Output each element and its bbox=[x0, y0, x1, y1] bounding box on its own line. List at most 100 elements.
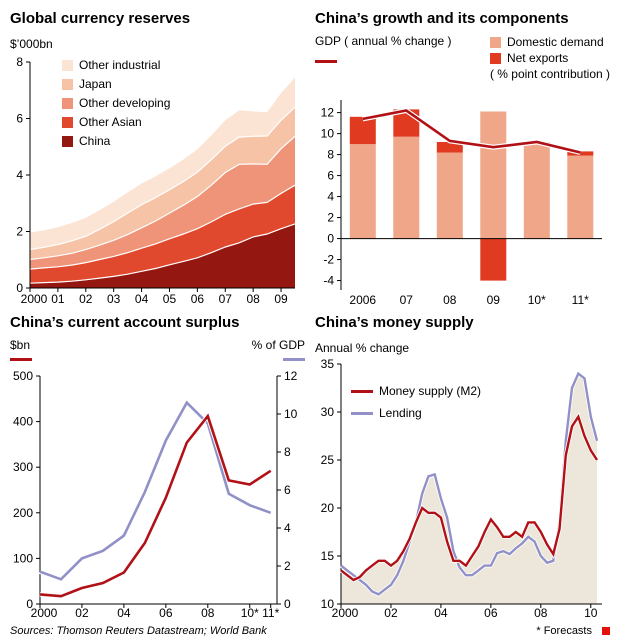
growth-chart-header: GDP ( annual % change ) Domestic demand … bbox=[315, 30, 610, 94]
svg-text:10: 10 bbox=[584, 606, 598, 620]
sources-text: Sources: Thomson Reuters Datastream; Wor… bbox=[10, 625, 267, 637]
pct-gdp-line-swatch bbox=[283, 357, 305, 361]
legend-label: Net exports bbox=[506, 51, 569, 65]
svg-text:0: 0 bbox=[327, 232, 334, 246]
money-supply-legend: Money supply (M2) Lending bbox=[351, 382, 481, 423]
svg-text:02: 02 bbox=[384, 606, 398, 620]
gdp-line-key: GDP ( annual % change ) bbox=[315, 34, 452, 94]
panel-money-supply: China’s money supply Annual % change 10 1… bbox=[315, 312, 610, 620]
left-axis-label: $bn bbox=[10, 338, 31, 352]
svg-text:2: 2 bbox=[284, 559, 291, 573]
svg-text:100: 100 bbox=[13, 551, 33, 565]
reserves-legend: Other industrial Japan Other developing … bbox=[62, 56, 170, 151]
svg-text:10*: 10* bbox=[528, 293, 546, 306]
svg-text:400: 400 bbox=[13, 415, 33, 429]
legend-label: Other industrial bbox=[79, 58, 161, 72]
surplus-line-keys bbox=[10, 352, 305, 366]
panel-current-account-surplus: China’s current account surplus $bn % of… bbox=[10, 312, 305, 620]
chart-unit-reserves: $’000bn bbox=[10, 37, 53, 51]
growth-legend: Domestic demand Net exports ( % point co… bbox=[489, 34, 610, 94]
svg-text:0: 0 bbox=[26, 597, 33, 611]
surplus-line-swatch bbox=[10, 357, 32, 361]
panel-global-currency-reserves: Global currency reserves $’000bn 0 2 4 6 8 20… bbox=[10, 8, 305, 306]
svg-text:06: 06 bbox=[191, 292, 205, 306]
svg-text:06: 06 bbox=[159, 606, 173, 620]
svg-text:07: 07 bbox=[400, 293, 414, 306]
chart-unit-money-supply: Annual % change bbox=[315, 341, 410, 355]
line-chart-money-supply: 10 15 20 25 30 35 2000 02 04 06 08 10 bbox=[321, 358, 602, 620]
legend-label: Lending bbox=[379, 406, 422, 420]
svg-text:2000: 2000 bbox=[332, 606, 359, 620]
legend-swatch-japan bbox=[62, 79, 73, 90]
svg-text:15: 15 bbox=[321, 549, 335, 563]
svg-text:2: 2 bbox=[327, 211, 334, 225]
reserves-chart-area: 0 2 4 6 8 2000 01 02 03 04 05 06 07 08 09 Other indust… bbox=[10, 54, 305, 306]
svg-text:4: 4 bbox=[327, 190, 334, 204]
legend-item-other-developing: Other developing bbox=[62, 94, 170, 113]
legend-swatch-other-asian bbox=[62, 117, 73, 128]
svg-text:02: 02 bbox=[75, 606, 89, 620]
svg-text:4: 4 bbox=[284, 521, 291, 535]
svg-text:200: 200 bbox=[13, 506, 33, 520]
legend-item-other-asian: Other Asian bbox=[62, 113, 170, 132]
chart-title-money-supply: China’s money supply bbox=[315, 314, 474, 331]
svg-text:8: 8 bbox=[16, 55, 23, 69]
svg-text:08: 08 bbox=[443, 293, 457, 306]
svg-text:0: 0 bbox=[16, 281, 23, 295]
svg-text:01: 01 bbox=[51, 292, 65, 306]
legend-swatch-domestic-demand bbox=[489, 36, 501, 48]
svg-text:08: 08 bbox=[246, 292, 260, 306]
svg-text:09: 09 bbox=[487, 293, 501, 306]
forecast-note: * Forecasts bbox=[536, 625, 610, 637]
svg-text:-2: -2 bbox=[323, 253, 334, 267]
svg-text:10: 10 bbox=[321, 597, 335, 611]
legend-item-net-exports: Net exports bbox=[489, 50, 569, 66]
legend-swatch-other-developing bbox=[62, 98, 73, 109]
legend-item-domestic-demand: Domestic demand bbox=[489, 34, 604, 50]
svg-text:04: 04 bbox=[434, 606, 448, 620]
svg-text:20: 20 bbox=[321, 501, 335, 515]
svg-text:6: 6 bbox=[327, 169, 334, 183]
chart-title-growth: China’s growth and its components bbox=[315, 10, 569, 27]
svg-text:11*: 11* bbox=[572, 293, 589, 306]
svg-text:8: 8 bbox=[327, 148, 334, 162]
legend-label: China bbox=[79, 134, 111, 148]
footer: Sources: Thomson Reuters Datastream; Wor… bbox=[10, 625, 610, 637]
legend-label: Japan bbox=[79, 77, 112, 91]
svg-text:12: 12 bbox=[321, 106, 335, 120]
svg-text:6: 6 bbox=[16, 112, 23, 126]
svg-text:06: 06 bbox=[484, 606, 498, 620]
legend-label: Domestic demand bbox=[506, 35, 604, 49]
svg-text:4: 4 bbox=[16, 168, 23, 182]
svg-text:2000: 2000 bbox=[21, 292, 48, 306]
svg-text:10: 10 bbox=[321, 127, 335, 141]
svg-text:25: 25 bbox=[321, 453, 335, 467]
svg-text:04: 04 bbox=[135, 292, 149, 306]
svg-text:03: 03 bbox=[107, 292, 121, 306]
legend-swatch-net-exports bbox=[489, 52, 501, 64]
svg-text:35: 35 bbox=[321, 358, 335, 371]
m2-line-swatch bbox=[351, 390, 373, 393]
legend-item-china: China bbox=[62, 132, 170, 151]
svg-text:08: 08 bbox=[201, 606, 215, 620]
legend-item-m2: Money supply (M2) bbox=[351, 382, 481, 401]
svg-text:2: 2 bbox=[16, 225, 23, 239]
legend-swatch-china bbox=[62, 136, 73, 147]
svg-text:6: 6 bbox=[284, 483, 291, 497]
chart-title-surplus: China’s current account surplus bbox=[10, 314, 240, 331]
bar-line-chart-growth: -4 -2 0 2 4 6 8 10 12 2006 07 08 09 10* 11* bbox=[321, 100, 602, 306]
legend-label: Other developing bbox=[79, 96, 171, 110]
forecast-note-text: * Forecasts bbox=[536, 625, 592, 637]
svg-text:02: 02 bbox=[79, 292, 93, 306]
svg-text:07: 07 bbox=[219, 292, 233, 306]
surplus-axis-labels: $bn % of GDP bbox=[10, 334, 305, 352]
svg-text:08: 08 bbox=[534, 606, 548, 620]
legend-item-japan: Japan bbox=[62, 75, 170, 94]
svg-text:12: 12 bbox=[284, 369, 298, 383]
svg-text:2006: 2006 bbox=[349, 293, 376, 306]
svg-text:09: 09 bbox=[274, 292, 288, 306]
chart-title-reserves: Global currency reserves bbox=[10, 10, 191, 27]
svg-text:300: 300 bbox=[13, 460, 33, 474]
